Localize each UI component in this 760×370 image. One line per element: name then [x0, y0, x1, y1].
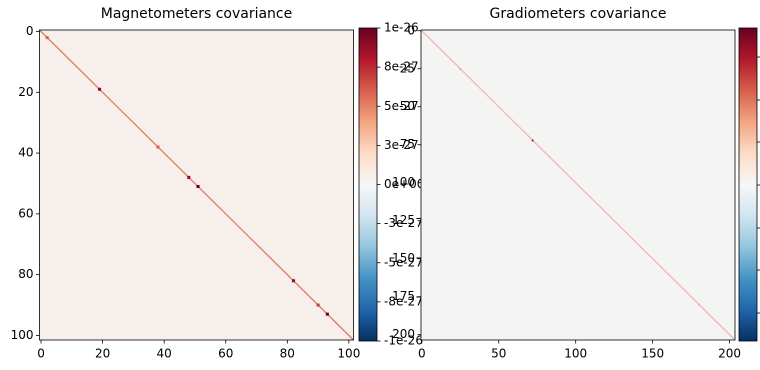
- x-tick-label: 150: [641, 347, 664, 361]
- y-tick-label: 125: [392, 213, 415, 227]
- heatmap-cell: [45, 36, 49, 40]
- colorbar-tick-label: -5e-27: [384, 255, 423, 269]
- axes-title: Magnetometers covariance: [101, 6, 292, 22]
- x-tick-label: 50: [491, 347, 506, 361]
- heatmap-cell: [531, 139, 534, 142]
- axes-frame: [420, 29, 736, 341]
- heatmap-cell: [459, 67, 462, 70]
- heatmap-cell: [97, 87, 102, 91]
- colorbar: [738, 27, 758, 342]
- y-tick-label: 80: [18, 267, 33, 281]
- y-tick-label: 75: [400, 137, 415, 151]
- axes-title: Gradiometers covariance: [490, 6, 667, 22]
- y-tick-label: 0: [26, 24, 34, 38]
- x-tick-label: 80: [280, 347, 295, 361]
- colorbar-tick-label: 0e+00: [384, 177, 424, 191]
- x-tick-label: 100: [337, 347, 360, 361]
- y-tick-label: 0: [407, 23, 415, 37]
- y-tick-label: 200: [392, 327, 415, 341]
- y-tick-label: 25: [400, 61, 415, 75]
- colorbar-tick-label: 1e-26: [384, 21, 419, 35]
- heatmap-cell: [698, 303, 700, 306]
- x-tick-label: 200: [718, 347, 741, 361]
- colorbar-tick-label: 5e-27: [384, 99, 419, 113]
- y-tick-label: 40: [18, 146, 33, 160]
- colorbar-tick-label: 8e-27: [384, 60, 419, 74]
- y-tick-label: 100: [11, 328, 34, 342]
- y-tick-label: 100: [392, 175, 415, 189]
- colorbar-tick-label: -1e-26: [384, 334, 423, 348]
- x-tick-label: 20: [95, 347, 110, 361]
- y-tick-label: 60: [18, 206, 33, 220]
- y-tick-label: 20: [18, 85, 33, 99]
- x-tick-label: 0: [418, 347, 426, 361]
- x-tick-label: 100: [564, 347, 587, 361]
- x-tick-label: 40: [157, 347, 172, 361]
- y-tick-label: 50: [400, 99, 415, 113]
- heatmap-cell: [156, 145, 160, 149]
- heatmap-cell: [325, 312, 329, 316]
- colorbar-tick-label: 3e-27: [384, 138, 419, 152]
- colorbar-tick-label: -8e-27: [384, 294, 423, 308]
- y-tick-label: 175: [392, 289, 415, 303]
- axes-frame: [39, 29, 354, 341]
- colorbar-ticks: [757, 56, 760, 314]
- colorbar-tick-label: -3e-27: [384, 216, 423, 230]
- heatmap-cell: [291, 279, 296, 283]
- heatmap-cell: [187, 175, 191, 179]
- x-tick-label: 60: [218, 347, 233, 361]
- colorbar: [358, 27, 378, 342]
- x-tick-label: 0: [37, 347, 45, 361]
- heatmap-cell: [196, 185, 200, 189]
- heatmap-cell: [316, 303, 320, 307]
- y-tick-label: 150: [392, 251, 415, 265]
- diagonal: [420, 29, 736, 341]
